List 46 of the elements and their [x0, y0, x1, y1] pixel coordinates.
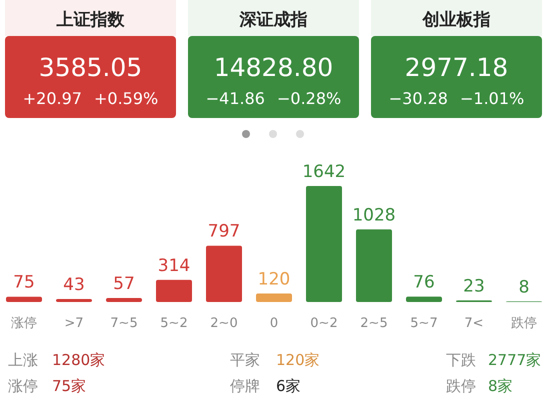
- data-label: 75: [13, 272, 35, 293]
- x-tick-label: 跌停: [511, 316, 537, 331]
- text: 14828.80: [214, 53, 334, 82]
- data-label: 57: [113, 274, 135, 294]
- data-label: 8: [518, 277, 530, 298]
- data-label: 76: [413, 272, 435, 293]
- text: 1280家: [52, 351, 106, 369]
- x-tick-label: 7~5: [110, 316, 138, 331]
- data-label: 120: [258, 270, 290, 290]
- text: 3585.05: [38, 53, 142, 82]
- text: 75家: [52, 377, 86, 395]
- text: +20.97: [22, 89, 82, 108]
- data-label: 23: [463, 276, 485, 296]
- data-label: 1028: [352, 205, 396, 226]
- text: 120家: [276, 351, 320, 369]
- text: 涨停: [8, 377, 38, 395]
- text: 停牌: [230, 377, 260, 395]
- text: −30.28: [388, 89, 448, 108]
- text: −0.28%: [276, 89, 342, 108]
- text: 8家: [488, 377, 513, 395]
- x-tick-label: 0: [270, 316, 278, 331]
- data-label: 797: [208, 222, 240, 242]
- text: 平家: [230, 351, 260, 369]
- text: 创业板指: [422, 10, 490, 30]
- text: 下跌: [446, 351, 476, 369]
- text: 跌停: [446, 377, 476, 395]
- text: −1.01%: [460, 89, 524, 108]
- text: 2777家: [488, 351, 542, 369]
- text: 深证成指: [238, 10, 308, 30]
- data-label: 43: [63, 274, 85, 295]
- text: 上涨: [8, 351, 38, 369]
- x-tick-label: 2~5: [360, 316, 388, 331]
- x-tick-label: 0~2: [310, 316, 338, 331]
- x-tick-label: 5~2: [160, 316, 188, 331]
- text: 6家: [276, 377, 301, 395]
- x-tick-label: 7<: [464, 316, 484, 331]
- x-tick-label: 2~0: [210, 316, 238, 331]
- text: +0.59%: [94, 89, 158, 108]
- text: −41.86: [206, 89, 265, 108]
- x-tick-label: 5~7: [410, 316, 438, 331]
- text: 2977.18: [404, 53, 508, 82]
- data-label: 314: [158, 256, 190, 276]
- x-tick-label: >7: [64, 316, 84, 331]
- data-label: 1642: [302, 162, 346, 182]
- text: 上证指数: [56, 10, 126, 30]
- x-tick-label: 涨停: [11, 316, 37, 331]
